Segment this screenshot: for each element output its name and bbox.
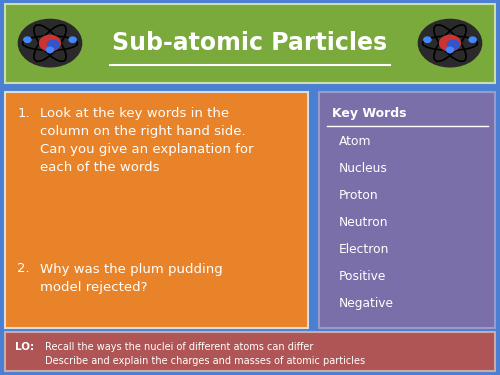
Circle shape [69,37,76,42]
Circle shape [24,37,31,42]
Text: Atom: Atom [339,135,372,148]
Circle shape [469,37,476,42]
Text: Proton: Proton [339,189,378,202]
Text: Electron: Electron [339,243,390,256]
Circle shape [46,47,54,53]
Text: Neutron: Neutron [339,216,388,229]
Text: Describe and explain the charges and masses of atomic particles: Describe and explain the charges and mas… [45,356,365,366]
Circle shape [418,20,482,67]
Text: Positive: Positive [339,270,386,283]
Text: Nucleus: Nucleus [339,162,388,175]
Text: Recall the ways the nuclei of different atoms can differ: Recall the ways the nuclei of different … [45,342,314,351]
Circle shape [47,40,60,50]
FancyBboxPatch shape [319,92,495,328]
Circle shape [424,37,431,42]
Circle shape [40,35,60,51]
Text: Look at the key words in the
column on the right hand side.
Can you give an expl: Look at the key words in the column on t… [40,107,254,174]
Text: Sub-atomic Particles: Sub-atomic Particles [112,31,388,55]
Text: 1.: 1. [18,107,30,120]
Circle shape [18,20,82,67]
Text: 2.: 2. [18,262,30,276]
FancyBboxPatch shape [5,92,308,328]
Circle shape [446,47,454,53]
FancyBboxPatch shape [5,4,495,82]
Circle shape [440,35,460,51]
FancyBboxPatch shape [5,332,495,371]
Circle shape [448,40,460,50]
Text: LO:: LO: [15,342,34,351]
Text: Negative: Negative [339,297,394,310]
Text: Why was the plum pudding
model rejected?: Why was the plum pudding model rejected? [40,262,223,294]
Text: Key Words: Key Words [332,107,406,120]
